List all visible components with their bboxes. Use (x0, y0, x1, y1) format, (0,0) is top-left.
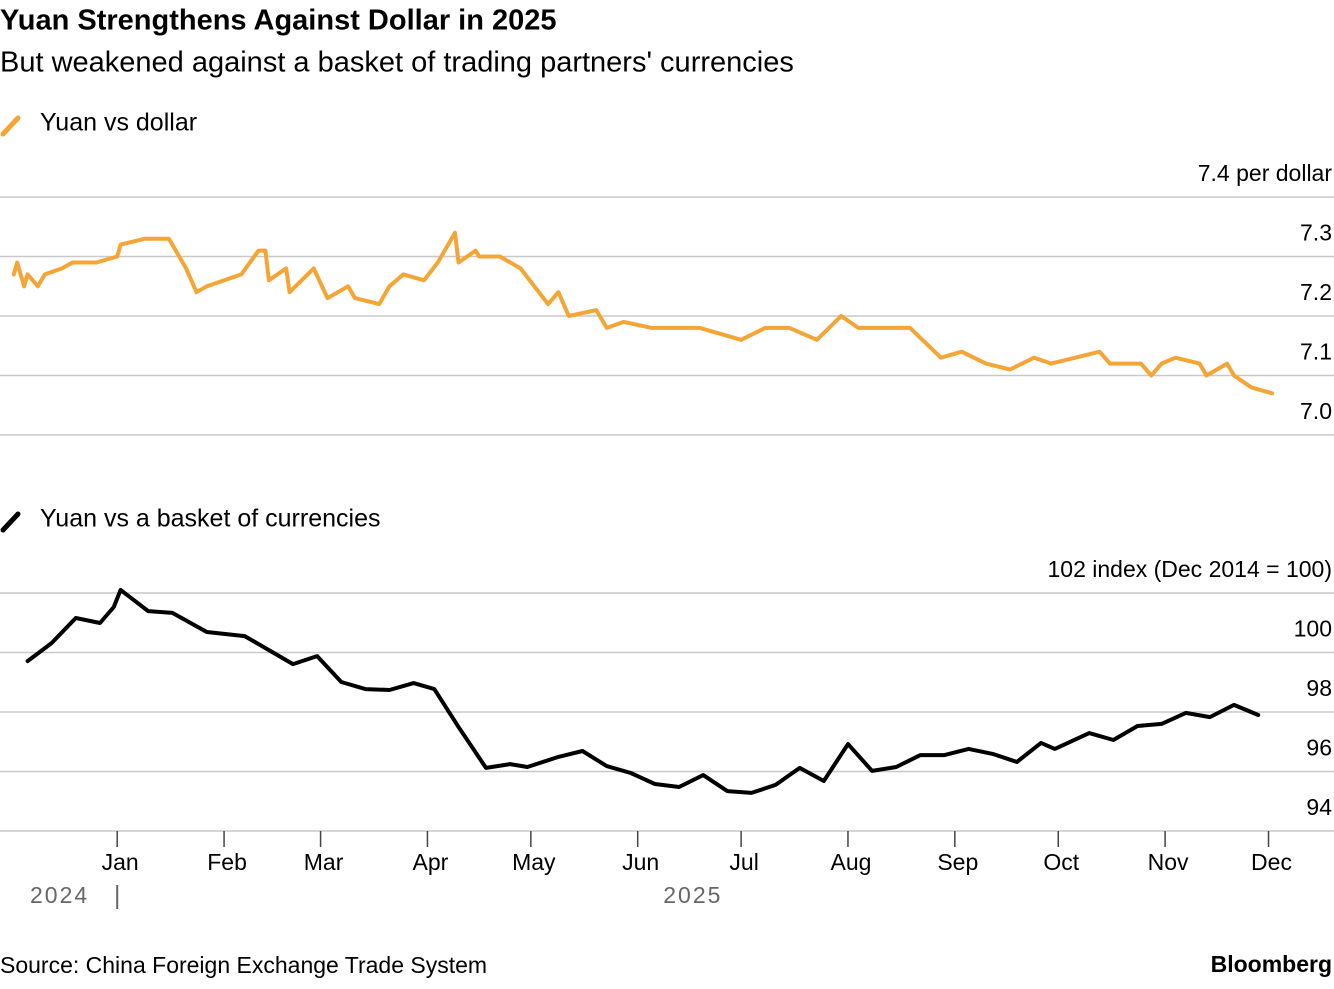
y-tick-label: 94 (1306, 794, 1332, 820)
y-tick-label: 7.0 (1300, 398, 1332, 424)
x-tick-label: May (512, 849, 556, 875)
y-tick-label: 7.3 (1300, 220, 1332, 246)
year-label: 2025 (663, 882, 722, 908)
x-tick-label: Jun (622, 849, 659, 875)
legend-swatch (0, 511, 21, 533)
y-tick-label: 100 (1294, 616, 1332, 642)
legend-label: Yuan vs dollar (40, 109, 197, 137)
legend-swatch (0, 115, 21, 137)
y-tick-label: 102 index (Dec 2014 = 100) (1047, 556, 1332, 582)
x-tick-label: Jan (102, 849, 139, 875)
y-tick-label: 98 (1306, 675, 1332, 701)
y-tick-label: 7.2 (1300, 279, 1332, 305)
series-line (25, 588, 1261, 795)
x-tick-label: Nov (1148, 849, 1189, 875)
x-tick-label: Dec (1251, 849, 1292, 875)
y-tick-label: 96 (1306, 735, 1332, 761)
x-tick-label: Mar (304, 849, 344, 875)
source: Source: China Foreign Exchange Trade Sys… (0, 952, 487, 978)
brand: Bloomberg (1211, 951, 1332, 977)
chart-title: Yuan Strengthens Against Dollar in 2025 (0, 5, 557, 37)
y-tick-label: 7.4 per dollar (1198, 160, 1333, 186)
year-label: 2024 (30, 882, 89, 908)
x-tick-label: Jul (729, 849, 758, 875)
series-line (11, 230, 1274, 396)
x-tick-label: Sep (937, 849, 978, 875)
x-tick-label: Aug (831, 849, 872, 875)
x-tick-label: Oct (1043, 849, 1079, 875)
legend-label: Yuan vs a basket of currencies (40, 505, 380, 533)
x-tick-label: Apr (413, 849, 449, 875)
y-tick-label: 7.1 (1300, 339, 1332, 365)
chart-subtitle: But weakened against a basket of trading… (0, 47, 794, 79)
x-tick-label: Feb (207, 849, 247, 875)
